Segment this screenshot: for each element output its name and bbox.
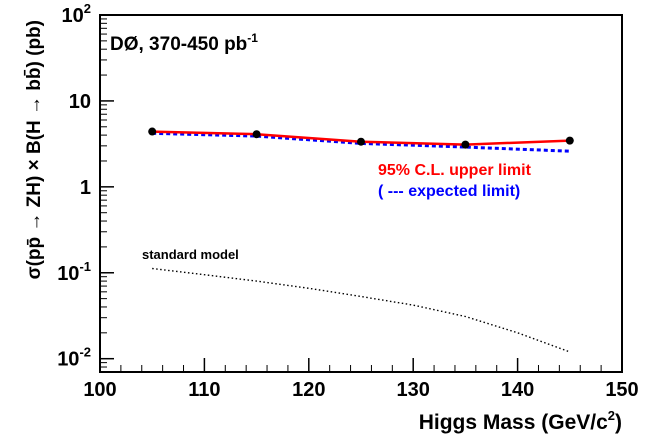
x-axis-label-superscript: 2 <box>608 408 615 423</box>
y-tick-label: 10 <box>69 91 91 113</box>
y-axis-label: σ(pp̄ → ZH) × B(H → bb̄) (pb) <box>24 20 45 279</box>
y-tick-label: 102 <box>62 1 91 27</box>
upper-limit-marker <box>565 136 574 145</box>
legend-upper-limit: 95% C.L. upper limit <box>378 162 532 179</box>
series-layer <box>148 127 574 353</box>
upper-limit-marker <box>148 127 157 136</box>
y-tick-label: 1 <box>80 177 91 199</box>
chart-title: DØ, 370-450 pb-1 <box>110 31 258 55</box>
x-tick-label: 110 <box>188 379 220 401</box>
chart-title-superscript: -1 <box>247 31 258 45</box>
x-tick-label: 120 <box>292 379 325 401</box>
legend-expected-limit: ( --- expected limit) <box>378 183 520 200</box>
plot-frame <box>99 14 623 373</box>
y-tick-label: 10-2 <box>57 345 91 371</box>
upper-limit-marker <box>252 130 261 139</box>
x-axis-label-close: ) <box>615 411 622 434</box>
upper-limit-marker <box>357 137 365 146</box>
x-tick-label: 100 <box>83 379 116 401</box>
x-tick-label: 130 <box>397 379 430 401</box>
x-axis-label: Higgs Mass (GeV/c2) <box>419 408 622 434</box>
y-tick-label: 10-1 <box>57 259 91 285</box>
upper-limit-marker <box>461 140 470 149</box>
x-tick-label: 150 <box>605 379 638 401</box>
x-tick-label: 140 <box>501 379 534 401</box>
series-line-2 <box>152 267 571 353</box>
label-standard-model: standard model <box>142 247 239 262</box>
